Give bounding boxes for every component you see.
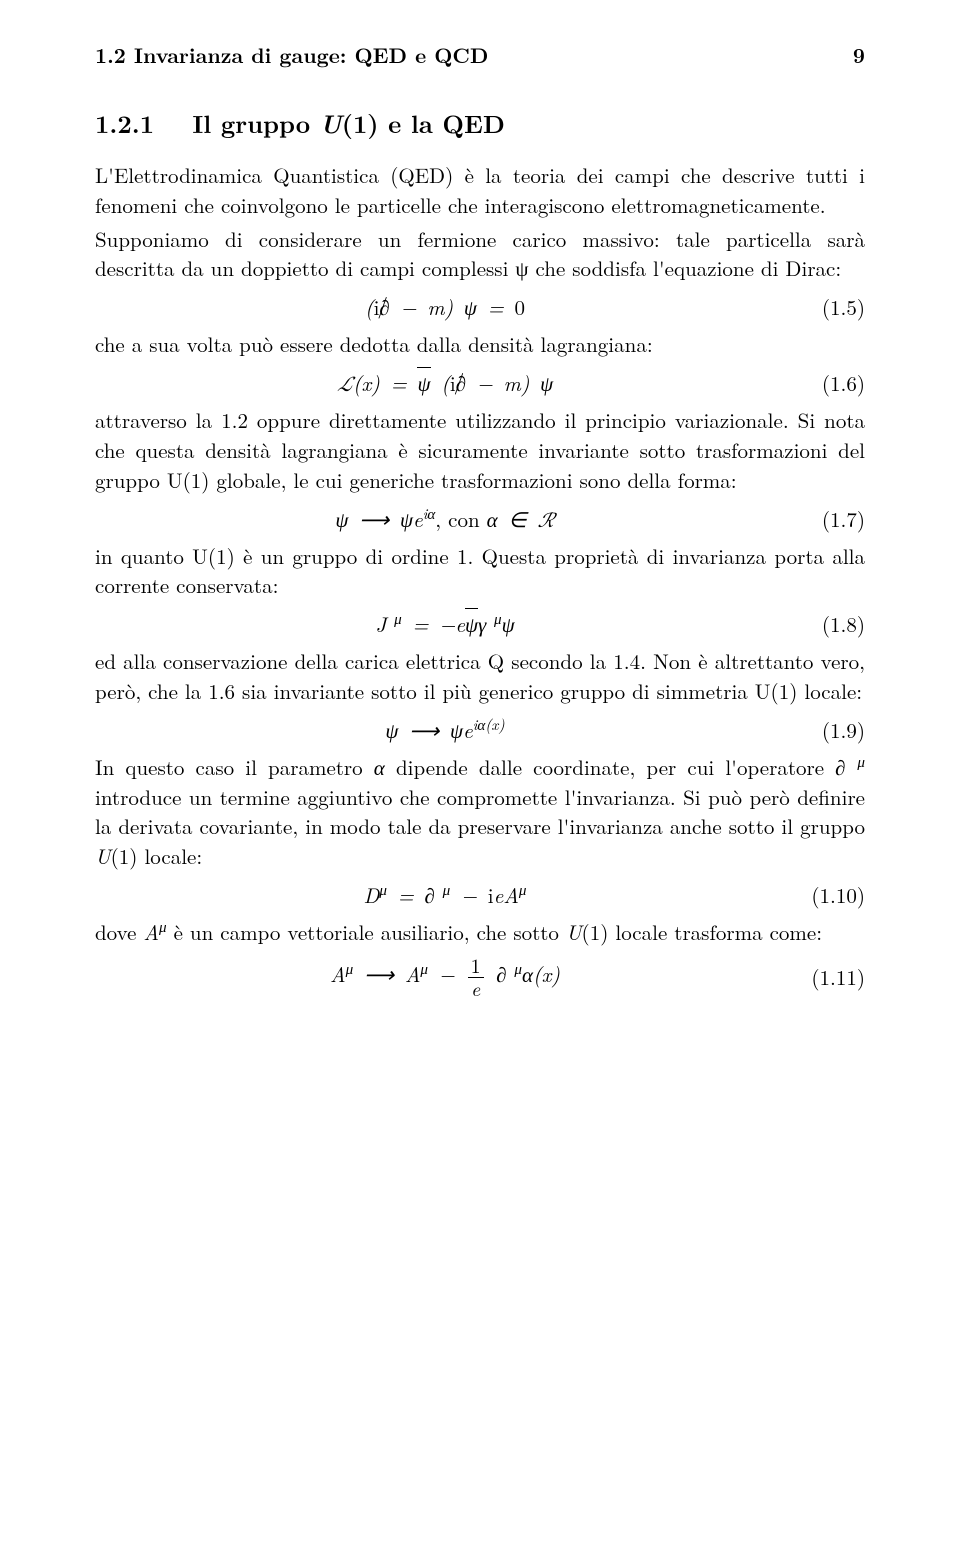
section-heading: Il gruppo U(1) e la QED xyxy=(192,106,505,141)
paragraph-4: attraverso la 1.2 oppure direttamente ut… xyxy=(95,406,865,495)
equation-1-5: (i∂ − m) ψ = 0 (1.5) xyxy=(95,292,865,322)
paragraph-8: dove Aμ è un campo vettoriale ausiliario… xyxy=(95,918,865,948)
equation-1-11-number: (1.11) xyxy=(795,962,865,992)
equation-1-8-number: (1.8) xyxy=(795,609,865,639)
equation-1-8-body: J μ = −eψγ μψ xyxy=(95,609,795,639)
equation-1-9-body: ψ ⟶ ψeiα(x) xyxy=(95,715,795,745)
equation-1-10-body: Dμ = ∂ μ − ieAμ xyxy=(95,880,795,910)
equation-1-11: Aμ ⟶ Aμ − 1e ∂ μα(x) (1.11) xyxy=(95,956,865,999)
page-number: 9 xyxy=(853,40,865,70)
section-title: 1.2.1 Il gruppo U(1) e la QED xyxy=(95,104,865,141)
equation-1-6-number: (1.6) xyxy=(795,368,865,398)
equation-1-7: ψ ⟶ ψeiα, con α ∈ ℛ (1.7) xyxy=(95,504,865,534)
equation-1-10: Dμ = ∂ μ − ieAμ (1.10) xyxy=(95,880,865,910)
paragraph-6: ed alla conservazione della carica elett… xyxy=(95,647,865,707)
paragraph-7: In questo caso il parametro α dipende da… xyxy=(95,753,865,872)
equation-1-7-number: (1.7) xyxy=(795,504,865,534)
paragraph-1: L'Elettrodinamica Quantistica (QED) è la… xyxy=(95,161,865,221)
running-head-title: 1.2 Invarianza di gauge: QED e QCD xyxy=(95,40,488,70)
equation-1-5-body: (i∂ − m) ψ = 0 xyxy=(95,292,795,322)
page: 1.2 Invarianza di gauge: QED e QCD 9 1.2… xyxy=(0,0,960,1057)
equation-1-9-number: (1.9) xyxy=(795,715,865,745)
equation-1-6-body: ℒ(x) = ψ (i∂ − m) ψ xyxy=(95,368,795,398)
equation-1-6: ℒ(x) = ψ (i∂ − m) ψ (1.6) xyxy=(95,368,865,398)
running-head: 1.2 Invarianza di gauge: QED e QCD 9 xyxy=(95,40,865,70)
equation-1-9: ψ ⟶ ψeiα(x) (1.9) xyxy=(95,715,865,745)
equation-1-7-body: ψ ⟶ ψeiα, con α ∈ ℛ xyxy=(95,504,795,534)
equation-1-5-number: (1.5) xyxy=(795,292,865,322)
paragraph-3: che a sua volta può essere dedotta dalla… xyxy=(95,330,865,360)
equation-1-10-number: (1.10) xyxy=(795,880,865,910)
equation-1-8: J μ = −eψγ μψ (1.8) xyxy=(95,609,865,639)
equation-1-11-body: Aμ ⟶ Aμ − 1e ∂ μα(x) xyxy=(95,956,795,999)
paragraph-2: Supponiamo di considerare un fermione ca… xyxy=(95,225,865,285)
paragraph-5: in quanto U(1) è un gruppo di ordine 1. … xyxy=(95,542,865,602)
section-number: 1.2.1 xyxy=(95,106,154,141)
